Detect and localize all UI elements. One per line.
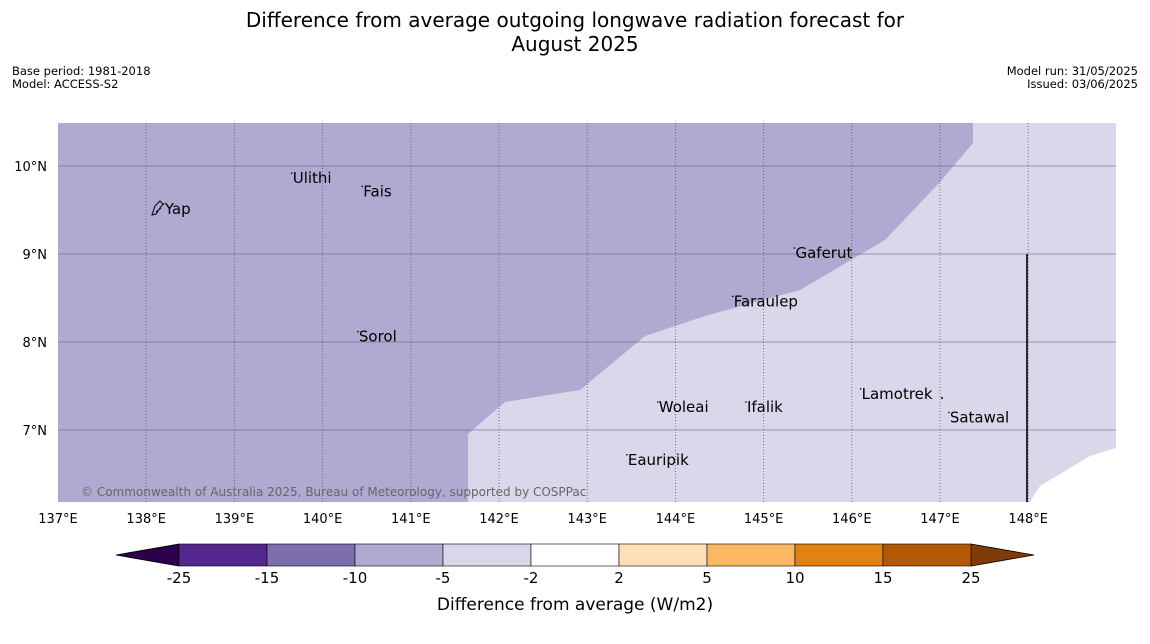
no-data-region	[1030, 448, 1116, 502]
colorbar-segment	[706, 543, 796, 567]
longitude-tick-label: 148°E	[1008, 512, 1048, 527]
yap-island-outline	[151, 200, 164, 216]
place-label: Sorol	[359, 328, 397, 346]
place-marker	[163, 203, 165, 205]
place-label: Lamotrek	[862, 385, 933, 403]
place-marker	[656, 401, 659, 403]
colorbar-segment	[882, 543, 972, 567]
longitude-tick-label: 144°E	[656, 512, 696, 527]
longitude-tick-label: 138°E	[126, 512, 166, 527]
place-label: Yap	[164, 200, 191, 218]
latitude-labels: 7°N 8°N 9°N 10°N	[14, 160, 47, 439]
island-outlines	[151, 200, 943, 399]
colorbar-tick-label: -10	[343, 569, 368, 587]
place-marker	[290, 172, 293, 174]
place-label: Fais	[363, 182, 392, 200]
place-marker	[745, 401, 747, 403]
place-marker	[361, 185, 364, 188]
map-gridlines	[58, 123, 1116, 502]
colorbar-tick-label: -15	[255, 569, 280, 587]
copyright-text: © Commonwealth of Australia 2025, Bureau…	[81, 485, 586, 499]
longitude-tick-label: 137°E	[38, 512, 78, 527]
colorbar-segment	[794, 543, 884, 567]
issued-text: Issued: 03/06/2025	[1027, 77, 1138, 91]
map-title: Difference from average outgoing longwav…	[0, 8, 1150, 56]
colorbar-segment	[354, 543, 444, 567]
longitude-tick-label: 143°E	[567, 512, 607, 527]
longitude-tick-label: 140°E	[303, 512, 343, 527]
colorbar-segment	[178, 543, 268, 567]
colorbar-tick-label: 5	[702, 569, 712, 587]
title-line-2: August 2025	[511, 32, 639, 56]
latitude-tick-label: 8°N	[23, 336, 48, 351]
meta-left: Base period: 1981-2018 Model: ACCESS-S2	[12, 65, 151, 91]
colorbar-tick-label: -5	[436, 569, 451, 587]
colorbar-tick-label: 2	[614, 569, 624, 587]
anomaly-region-negative	[58, 123, 973, 502]
latitude-tick-label: 7°N	[23, 424, 48, 439]
title-line-1: Difference from average outgoing longwav…	[245, 8, 905, 32]
colorbar-title: Difference from average (W/m2)	[437, 595, 713, 615]
place-label: Ulithi	[293, 169, 332, 187]
place-marker	[948, 411, 950, 414]
place-marker	[859, 388, 862, 390]
island-dot	[941, 397, 943, 399]
place-label: Woleai	[659, 398, 709, 416]
colorbar-segment	[618, 543, 708, 567]
place-label: Satawal	[950, 409, 1009, 427]
longitude-tick-label: 147°E	[920, 512, 960, 527]
place-marker	[626, 454, 628, 456]
place-marker	[357, 330, 359, 333]
colorbar-over-arrow	[970, 543, 1035, 567]
colorbar-segment	[530, 543, 620, 567]
place-marker	[793, 247, 796, 249]
colorbar-tick-label: 10	[785, 569, 804, 587]
longitude-tick-label: 141°E	[391, 512, 431, 527]
colorbar-tick-label: -25	[167, 569, 192, 587]
place-marker	[731, 295, 734, 298]
colorbar-tick-label: -2	[524, 569, 539, 587]
place-label: Eauripik	[628, 451, 689, 469]
longitude-tick-label: 139°E	[215, 512, 255, 527]
longitude-tick-label: 146°E	[832, 512, 872, 527]
latitude-tick-label: 9°N	[23, 248, 48, 263]
colorbar-under-arrow	[115, 543, 180, 567]
colorbar	[115, 543, 1035, 567]
model-text: Model: ACCESS-S2	[12, 77, 119, 91]
colorbar-tick-labels: -25 -15 -10 -5 -2 2 5 10 15 25	[167, 569, 981, 587]
longitude-labels: 137°E 138°E 139°E 140°E 141°E 142°E 143°E 144°E…	[38, 512, 1048, 527]
colorbar-tick-label: 15	[873, 569, 892, 587]
longitude-tick-label: 145°E	[744, 512, 784, 527]
place-label: Gaferut	[795, 244, 852, 262]
colorbar-segment	[442, 543, 532, 567]
longitude-tick-label: 142°E	[479, 512, 519, 527]
model-run-text: Model run: 31/05/2025	[1006, 64, 1138, 78]
latitude-tick-label: 10°N	[14, 160, 47, 175]
colorbar-tick-label: 25	[961, 569, 980, 587]
colorbar-segment	[266, 543, 356, 567]
place-labels: Yap Ulithi Fais Gaferut Faraulep Sorol Woleai I…	[163, 169, 1009, 469]
place-label: Ifalik	[747, 398, 783, 416]
base-period-text: Base period: 1981-2018	[12, 64, 151, 78]
place-label: Faraulep	[734, 292, 798, 310]
meta-right: Model run: 31/05/2025 Issued: 03/06/2025	[1007, 65, 1138, 91]
